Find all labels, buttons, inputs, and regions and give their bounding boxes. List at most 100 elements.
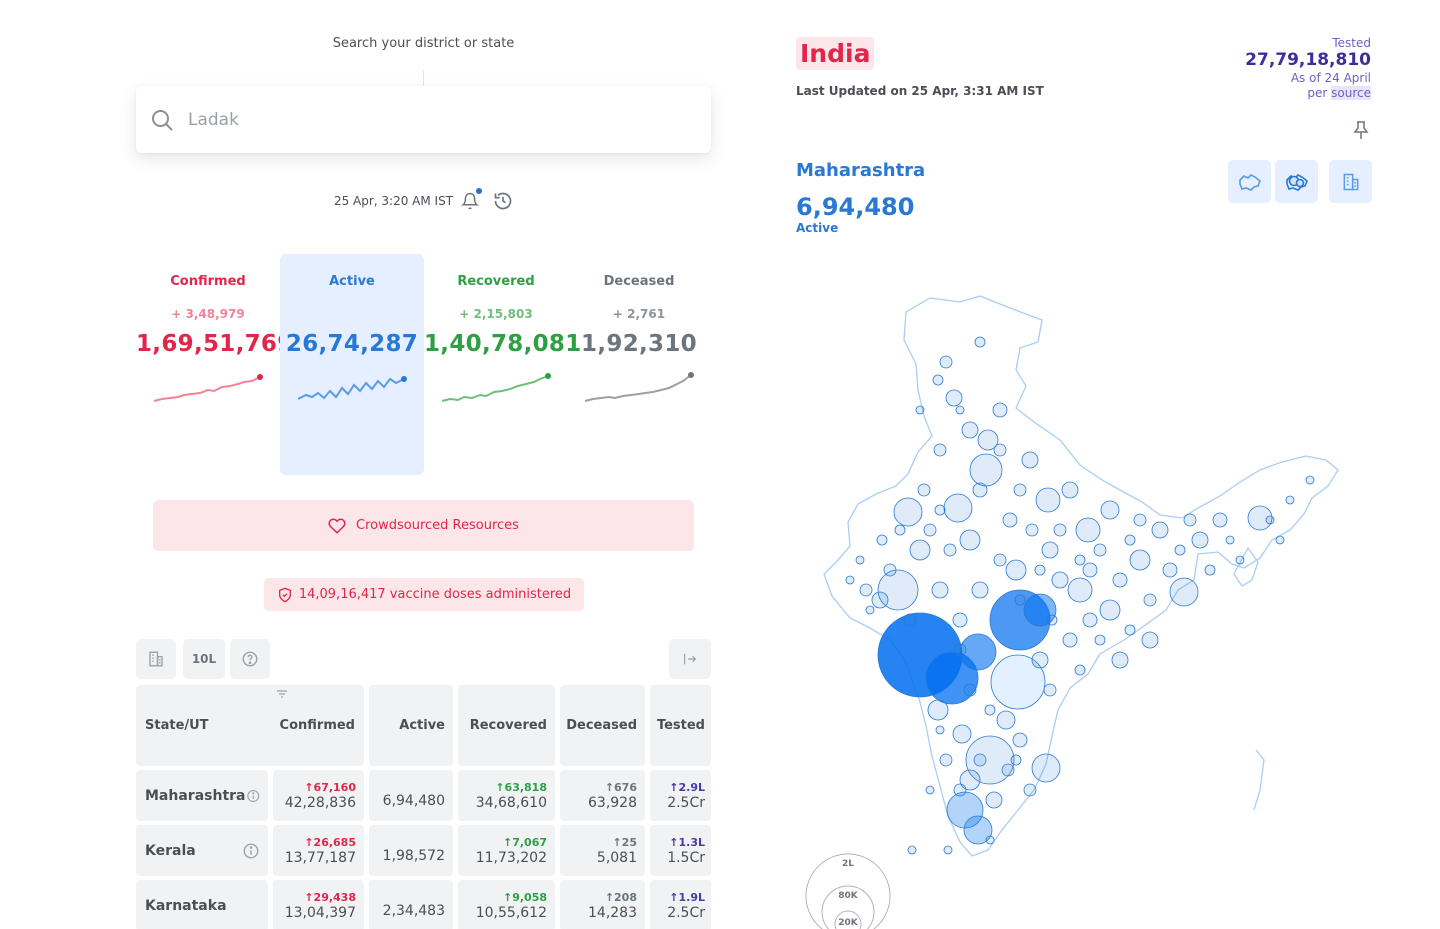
sparkline-deceased — [584, 372, 694, 402]
delta: ↑25 — [612, 835, 637, 849]
legend-label-20k: 20K — [838, 918, 859, 928]
stat-delta: + 2,15,803 — [459, 307, 533, 321]
crowdsourced-resources-button[interactable]: Crowdsourced Resources — [153, 500, 694, 551]
last-update-timestamp: 25 Apr, 3:20 AM IST — [333, 194, 454, 208]
delta: ↑26,685 — [304, 835, 356, 849]
stat-label: Active — [329, 274, 375, 289]
district-toggle-button[interactable] — [136, 639, 176, 679]
search-divider — [423, 70, 424, 86]
info-icon[interactable] — [246, 787, 261, 805]
source-link[interactable]: source — [1331, 86, 1371, 100]
legend-label-2l: 2L — [842, 859, 854, 869]
legend-label-80k: 80K — [838, 891, 859, 901]
state-name: Karnataka — [145, 897, 227, 914]
value: 34,68,610 — [475, 794, 547, 811]
cell-tested: ↑2.9L 2.5Cr — [650, 770, 711, 821]
value: 5,081 — [596, 849, 637, 866]
cell-recovered: ↑9,058 10,55,612 — [458, 880, 555, 929]
header-label-confirmed: Confirmed — [279, 718, 355, 733]
search-icon — [152, 109, 173, 131]
state-name: Kerala — [145, 842, 196, 859]
tested-source-line: per source — [1245, 86, 1371, 101]
delta: ↑2.9L — [669, 780, 705, 794]
tested-label: Tested — [1332, 36, 1371, 50]
map-view-district-button[interactable] — [1329, 160, 1372, 203]
stat-delta — [280, 307, 424, 321]
sparkline-confirmed — [153, 374, 263, 402]
delta: ↑67,160 — [304, 780, 356, 794]
table-header-active[interactable]: Active — [369, 685, 453, 766]
delta: ↑676 — [604, 780, 637, 794]
bubbles-icon — [1285, 173, 1308, 191]
stat-value: 26,74,287 — [285, 331, 419, 357]
table-header-tested[interactable]: Tested — [650, 685, 711, 766]
building-icon — [1343, 173, 1358, 190]
pin-icon[interactable] — [1353, 120, 1369, 140]
stat-card-confirmed[interactable]: Confirmed + 3,48,979 1,69,51,769 — [136, 254, 294, 475]
bell-icon[interactable] — [460, 188, 483, 210]
value: 13,04,397 — [284, 904, 356, 921]
table-row-state[interactable]: Kerala — [136, 825, 268, 876]
map-view-bubble-button[interactable] — [1275, 160, 1318, 203]
help-button[interactable] — [230, 639, 270, 679]
scale-toggle-button[interactable]: 10L — [183, 639, 225, 679]
cell-confirmed: ↑29,438 13,04,397 — [273, 880, 364, 929]
resources-label: Crowdsourced Resources — [356, 518, 519, 533]
india-outline — [823, 295, 1339, 857]
cell-recovered: ↑7,067 11,73,202 — [458, 825, 555, 876]
notification-dot — [476, 188, 483, 194]
table-header-deceased[interactable]: Deceased — [560, 685, 645, 766]
table-header-state[interactable]: State/UT Confirmed — [136, 685, 364, 766]
india-bubble-map[interactable] — [820, 290, 1350, 890]
search-input[interactable] — [188, 109, 668, 130]
value: 10,55,612 — [475, 904, 547, 921]
stat-card-deceased[interactable]: Deceased + 2,761 1,92,310 — [567, 254, 711, 475]
table-row-state[interactable]: Maharashtra — [136, 770, 268, 821]
sparkline-active — [297, 376, 407, 400]
district-bubbles — [845, 336, 1315, 855]
cell-tested: ↑1.3L 1.5Cr — [650, 825, 711, 876]
delta: ↑9,058 — [502, 890, 547, 904]
building-icon — [149, 651, 163, 667]
cell-tested: ↑1.9L 2.5Cr — [650, 880, 711, 929]
table-row-state[interactable]: Karnataka — [136, 880, 268, 929]
stat-label: Confirmed — [170, 274, 246, 289]
stat-value: 1,69,51,769 — [136, 331, 294, 357]
delta: ↑29,438 — [304, 890, 356, 904]
value: 14,283 — [588, 904, 637, 921]
value: 11,73,202 — [475, 849, 547, 866]
delta: ↑1.9L — [669, 890, 705, 904]
history-icon[interactable] — [493, 191, 513, 211]
tested-summary: Tested 27,79,18,810 As of 24 April per s… — [1245, 36, 1371, 101]
help-icon — [242, 651, 258, 667]
stat-value: 1,40,78,081 — [424, 331, 582, 357]
info-icon[interactable] — [242, 842, 260, 860]
tested-per: per — [1307, 86, 1328, 100]
cell-active: 2,34,483 — [369, 880, 453, 929]
vaccine-doses-label: 14,09,16,417 vaccine doses administered — [298, 587, 572, 602]
cell-deceased: ↑25 5,081 — [560, 825, 645, 876]
value: 42,28,836 — [284, 794, 356, 811]
delta: ↑7,067 — [502, 835, 547, 849]
bubble-size-legend: 2L 80K 20K — [805, 853, 891, 929]
map-view-choropleth-button[interactable] — [1228, 160, 1271, 203]
cell-recovered: ↑63,818 34,68,610 — [458, 770, 555, 821]
map-icon — [1238, 173, 1261, 191]
cell-confirmed: ↑26,685 13,77,187 — [273, 825, 364, 876]
cell-active: 1,98,572 — [369, 825, 453, 876]
stat-label: Recovered — [457, 274, 535, 289]
expand-table-button[interactable] — [669, 639, 711, 679]
tested-value: 27,79,18,810 — [1245, 50, 1371, 70]
timestamp-row: 25 Apr, 3:20 AM IST — [136, 188, 711, 214]
stat-card-active[interactable]: Active 26,74,287 — [280, 254, 424, 475]
stat-card-recovered[interactable]: Recovered + 2,15,803 1,40,78,081 — [424, 254, 582, 475]
cell-deceased: ↑676 63,928 — [560, 770, 645, 821]
state-name: Maharashtra — [145, 787, 246, 804]
table-header-recovered[interactable]: Recovered — [458, 685, 555, 766]
value: 63,928 — [588, 794, 637, 811]
last-updated-label: Last Updated on 25 Apr, 3:31 AM IST — [796, 84, 1044, 98]
value: 13,77,187 — [284, 849, 356, 866]
selected-state-value: 6,94,480 — [796, 193, 915, 221]
selected-state-name: Maharashtra — [796, 160, 926, 181]
search-box[interactable] — [136, 86, 711, 153]
